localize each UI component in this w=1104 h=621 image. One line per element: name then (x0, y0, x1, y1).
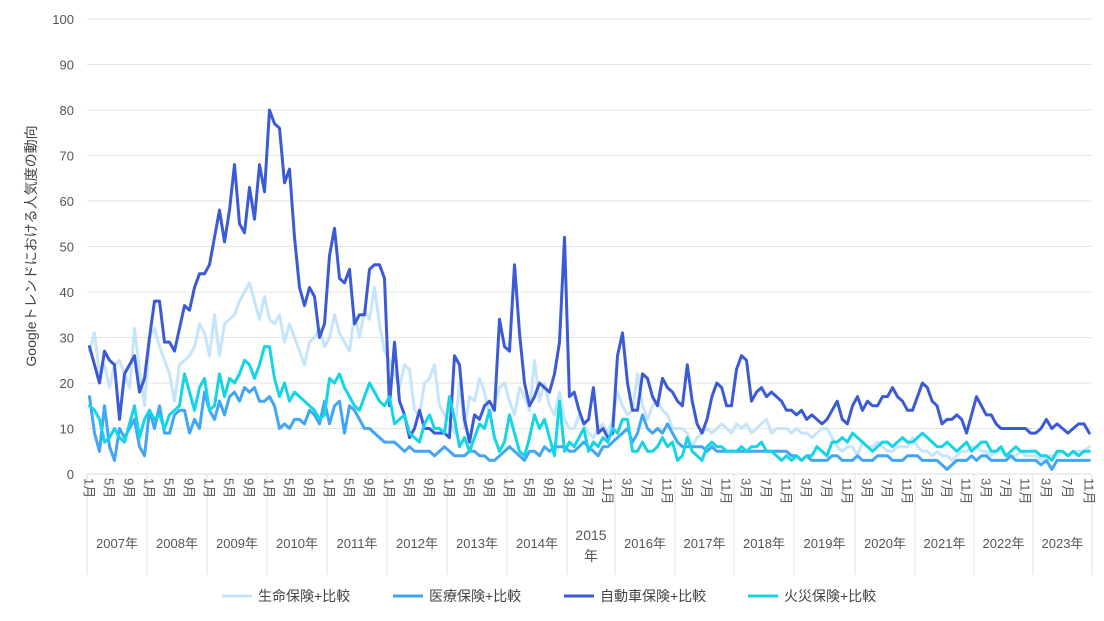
x-month-tick-label: 1月 (82, 478, 97, 498)
y-tick-label: 100 (52, 12, 74, 27)
y-tick-label: 40 (60, 285, 74, 300)
x-month-tick-label: 7月 (699, 478, 714, 498)
series-line-0 (88, 281, 1091, 462)
x-month-tick-label: 3月 (860, 478, 875, 498)
x-month-tick-label: 11月 (1018, 478, 1033, 505)
x-year-label: 2016年 (624, 536, 666, 551)
x-month-tick-label: 9月 (362, 478, 377, 498)
legend: 生命保険+比較 医療保険+比較 自動車保険+比較 火災保険+比較 (222, 588, 876, 604)
x-month-tick-label: 7月 (998, 478, 1013, 498)
x-month-tick-label: 5月 (162, 478, 177, 498)
x-month-tick-label: 5月 (102, 478, 117, 498)
series-line-2 (88, 108, 1091, 444)
x-month-tick-label: 7月 (880, 478, 895, 498)
x-month-tick-label: 9月 (422, 478, 437, 498)
series-lines (88, 108, 1091, 471)
x-month-tick-label: 11月 (1081, 478, 1096, 505)
legend-item[interactable]: 医療保険+比較 (393, 588, 521, 604)
x-month-tick-label: 11月 (959, 478, 974, 505)
y-tick-label: 30 (60, 331, 74, 346)
x-year-label: 2013年 (456, 536, 498, 551)
x-month-tick-label: 1月 (262, 478, 277, 498)
x-month-tick-label: 11月 (660, 478, 675, 505)
x-month-tick-label: 3月 (978, 478, 993, 498)
x-month-tick-label: 9月 (542, 478, 557, 498)
legend-label: 火災保険+比較 (784, 588, 876, 604)
x-month-tick-label: 3月 (799, 478, 814, 498)
x-month-tick-label: 7月 (939, 478, 954, 498)
x-month-tick-label: 3月 (679, 478, 694, 498)
x-month-tick-label: 5月 (522, 478, 537, 498)
x-month-tick-label: 9月 (482, 478, 497, 498)
x-month-tick-label: 7月 (640, 478, 655, 498)
x-year-label: 2008年 (156, 536, 198, 551)
x-month-tick-label: 9月 (182, 478, 197, 498)
y-tick-label: 70 (60, 149, 74, 164)
x-month-tick-label: 9月 (122, 478, 137, 498)
x-month-tick-label: 5月 (282, 478, 297, 498)
x-month-tick-label: 11月 (779, 478, 794, 505)
x-month-tick-label: 9月 (242, 478, 257, 498)
x-year-label: 2020年 (864, 536, 906, 551)
legend-label: 医療保険+比較 (429, 588, 521, 604)
legend-item[interactable]: 生命保険+比較 (222, 588, 350, 604)
x-month-tick-label: 11月 (839, 478, 854, 505)
x-month-tick-label: 7月 (581, 478, 596, 498)
x-month-tick-label: 1月 (322, 478, 337, 498)
y-axis-ticks: 0 10 20 30 40 50 60 70 80 90 100 (52, 12, 74, 482)
y-tick-label: 90 (60, 58, 74, 73)
x-year-label: 2010年 (276, 536, 318, 551)
x-year-label: 2019年 (804, 536, 846, 551)
x-month-tick-label: 1月 (142, 478, 157, 498)
x-month-tick-label: 5月 (402, 478, 417, 498)
x-year-label: 2017年 (684, 536, 726, 551)
x-year-label-wrap: 2015年 (575, 527, 607, 564)
y-tick-label: 20 (60, 376, 74, 391)
x-month-tick-label: 3月 (919, 478, 934, 498)
y-tick-label: 60 (60, 194, 74, 209)
x-month-tick-label: 1月 (442, 478, 457, 498)
x-month-tick-label: 5月 (222, 478, 237, 498)
x-month-tick-label: 11月 (719, 478, 734, 505)
x-month-tick-label: 9月 (302, 478, 317, 498)
gridlines (87, 18, 1092, 475)
legend-item[interactable]: 火災保険+比較 (748, 588, 876, 604)
y-tick-label: 50 (60, 240, 74, 255)
x-year-label: 2018年 (743, 536, 785, 551)
x-year-label: 2012年 (396, 536, 438, 551)
y-tick-label: 80 (60, 103, 74, 118)
x-year-label: 2007年 (96, 536, 138, 551)
x-month-tick-label: 7月 (1060, 478, 1075, 498)
y-tick-label: 10 (60, 422, 74, 437)
y-axis-label: Googleトレンドにおける人気度の動向 (23, 125, 39, 366)
x-month-tick-label: 3月 (561, 478, 576, 498)
x-year-label: 2011年 (337, 536, 378, 551)
x-month-tick-label: 1月 (502, 478, 517, 498)
x-month-tick-label: 5月 (342, 478, 357, 498)
x-month-tick-label: 1月 (382, 478, 397, 498)
x-year-label: 2022年 (983, 536, 1025, 551)
x-month-tick-label: 7月 (819, 478, 834, 498)
legend-label: 生命保険+比較 (258, 588, 350, 604)
x-month-tick-label: 3月 (1038, 478, 1053, 498)
x-month-tick-label: 11月 (600, 478, 615, 505)
x-year-label: 2023年 (1042, 536, 1084, 551)
series-line-3 (88, 345, 1091, 462)
x-year-label: 2014年 (516, 536, 558, 551)
x-year-label: 2015年 (575, 527, 607, 564)
x-month-tick-label: 11月 (900, 478, 915, 505)
x-month-tick-label: 1月 (202, 478, 217, 498)
y-tick-label: 0 (67, 467, 74, 482)
legend-label: 自動車保険+比較 (600, 588, 706, 604)
x-year-label: 2021年 (924, 536, 966, 551)
x-year-label: 2009年 (216, 536, 258, 551)
x-month-tick-label: 5月 (462, 478, 477, 498)
x-month-tick-label: 7月 (759, 478, 774, 498)
legend-item[interactable]: 自動車保険+比較 (564, 588, 706, 604)
x-month-tick-label: 3月 (620, 478, 635, 498)
x-month-tick-label: 3月 (739, 478, 754, 498)
